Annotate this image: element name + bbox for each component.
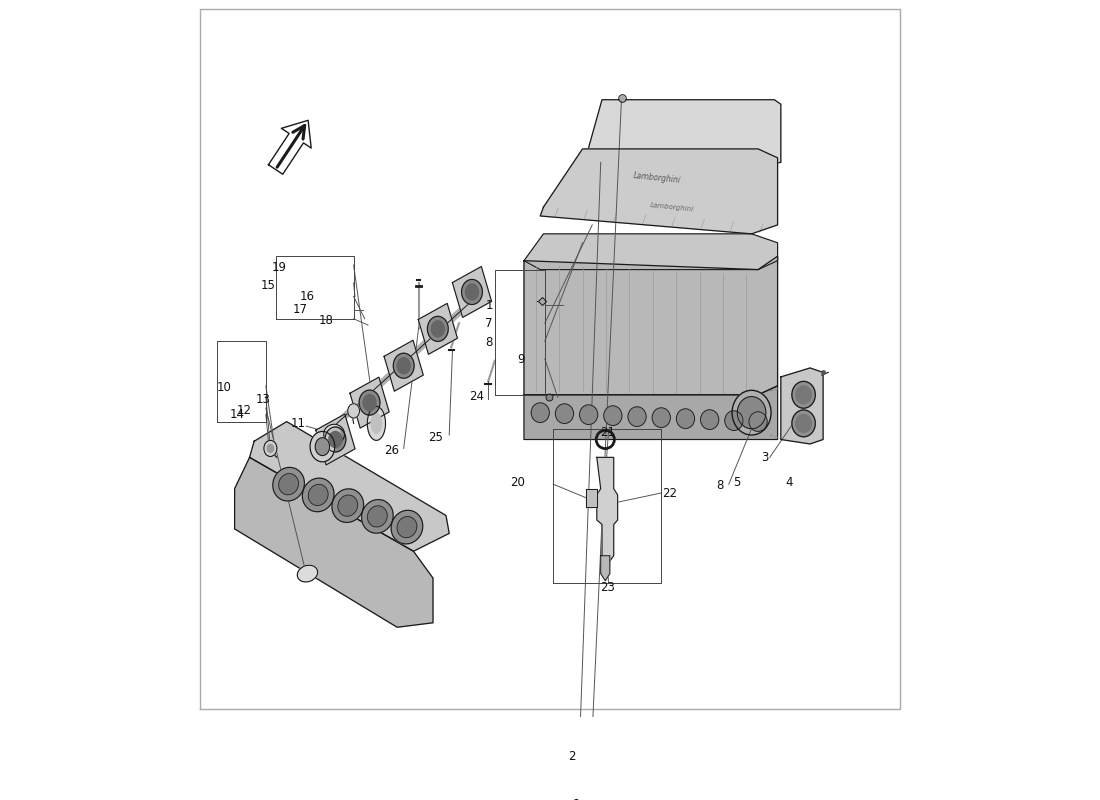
Text: 20: 20 — [510, 476, 526, 489]
Polygon shape — [350, 377, 389, 428]
Ellipse shape — [397, 517, 417, 538]
Text: 8: 8 — [485, 337, 493, 350]
Ellipse shape — [465, 284, 478, 300]
Polygon shape — [316, 414, 355, 465]
Polygon shape — [601, 556, 609, 581]
Ellipse shape — [749, 412, 767, 431]
Ellipse shape — [652, 408, 670, 427]
Text: 3: 3 — [761, 451, 768, 464]
Polygon shape — [384, 340, 424, 391]
Text: 11: 11 — [290, 417, 305, 430]
Ellipse shape — [394, 354, 414, 378]
Polygon shape — [540, 149, 778, 234]
Text: 6: 6 — [571, 798, 579, 800]
Text: 12: 12 — [236, 404, 252, 418]
Ellipse shape — [362, 499, 393, 533]
Polygon shape — [586, 489, 597, 506]
Ellipse shape — [792, 382, 815, 408]
Polygon shape — [268, 120, 311, 174]
Text: 7: 7 — [485, 317, 493, 330]
Ellipse shape — [733, 390, 771, 435]
Ellipse shape — [338, 495, 358, 516]
Text: 9: 9 — [518, 353, 525, 366]
Ellipse shape — [371, 414, 382, 434]
Text: 2: 2 — [569, 750, 575, 763]
Ellipse shape — [725, 410, 742, 430]
Polygon shape — [418, 303, 458, 354]
Ellipse shape — [367, 506, 387, 527]
Polygon shape — [781, 368, 823, 444]
Ellipse shape — [267, 445, 274, 453]
Ellipse shape — [360, 390, 379, 415]
Ellipse shape — [792, 410, 815, 437]
Ellipse shape — [273, 467, 305, 501]
Polygon shape — [524, 256, 778, 394]
Ellipse shape — [428, 316, 448, 342]
Ellipse shape — [795, 386, 812, 404]
Polygon shape — [597, 458, 617, 563]
Text: 1: 1 — [485, 299, 493, 312]
Text: 10: 10 — [217, 381, 232, 394]
Text: 19: 19 — [272, 262, 287, 274]
Text: 17: 17 — [293, 303, 308, 316]
Ellipse shape — [737, 397, 766, 429]
Ellipse shape — [604, 406, 622, 426]
Ellipse shape — [701, 410, 718, 430]
Ellipse shape — [348, 404, 360, 418]
Ellipse shape — [323, 424, 344, 444]
Ellipse shape — [363, 394, 376, 410]
Polygon shape — [250, 422, 449, 551]
Ellipse shape — [329, 431, 342, 447]
Ellipse shape — [556, 404, 573, 423]
Ellipse shape — [332, 489, 364, 522]
Ellipse shape — [328, 428, 341, 440]
Text: 5: 5 — [734, 476, 741, 489]
Ellipse shape — [531, 403, 549, 422]
Ellipse shape — [628, 407, 646, 426]
Text: 4: 4 — [785, 476, 793, 489]
Ellipse shape — [324, 427, 345, 452]
Ellipse shape — [431, 321, 444, 337]
Ellipse shape — [264, 440, 277, 457]
Polygon shape — [234, 458, 433, 627]
Ellipse shape — [392, 510, 422, 544]
Text: 18: 18 — [318, 314, 333, 327]
Text: 13: 13 — [256, 393, 271, 406]
Text: Lamborghini: Lamborghini — [634, 171, 682, 186]
Text: 23: 23 — [600, 581, 615, 594]
Text: 25: 25 — [428, 431, 442, 444]
Polygon shape — [452, 266, 492, 318]
Ellipse shape — [297, 566, 318, 582]
Ellipse shape — [310, 431, 334, 462]
Text: 22: 22 — [662, 486, 676, 500]
Ellipse shape — [316, 438, 330, 455]
Text: 21: 21 — [600, 426, 615, 439]
Ellipse shape — [302, 478, 334, 512]
Polygon shape — [524, 386, 778, 439]
Ellipse shape — [278, 474, 298, 494]
Text: 14: 14 — [230, 408, 245, 421]
Ellipse shape — [462, 279, 483, 305]
Ellipse shape — [580, 405, 597, 425]
Text: 26: 26 — [384, 444, 399, 457]
Polygon shape — [583, 100, 781, 166]
Text: Lamborghini: Lamborghini — [650, 202, 694, 212]
Text: 8: 8 — [717, 479, 724, 493]
Text: 24: 24 — [469, 390, 484, 403]
Polygon shape — [524, 234, 778, 270]
Ellipse shape — [308, 484, 328, 506]
Text: 15: 15 — [261, 279, 276, 292]
Ellipse shape — [676, 409, 694, 429]
Text: 16: 16 — [299, 290, 315, 303]
Ellipse shape — [795, 414, 812, 432]
Ellipse shape — [397, 358, 410, 374]
Ellipse shape — [367, 406, 385, 440]
